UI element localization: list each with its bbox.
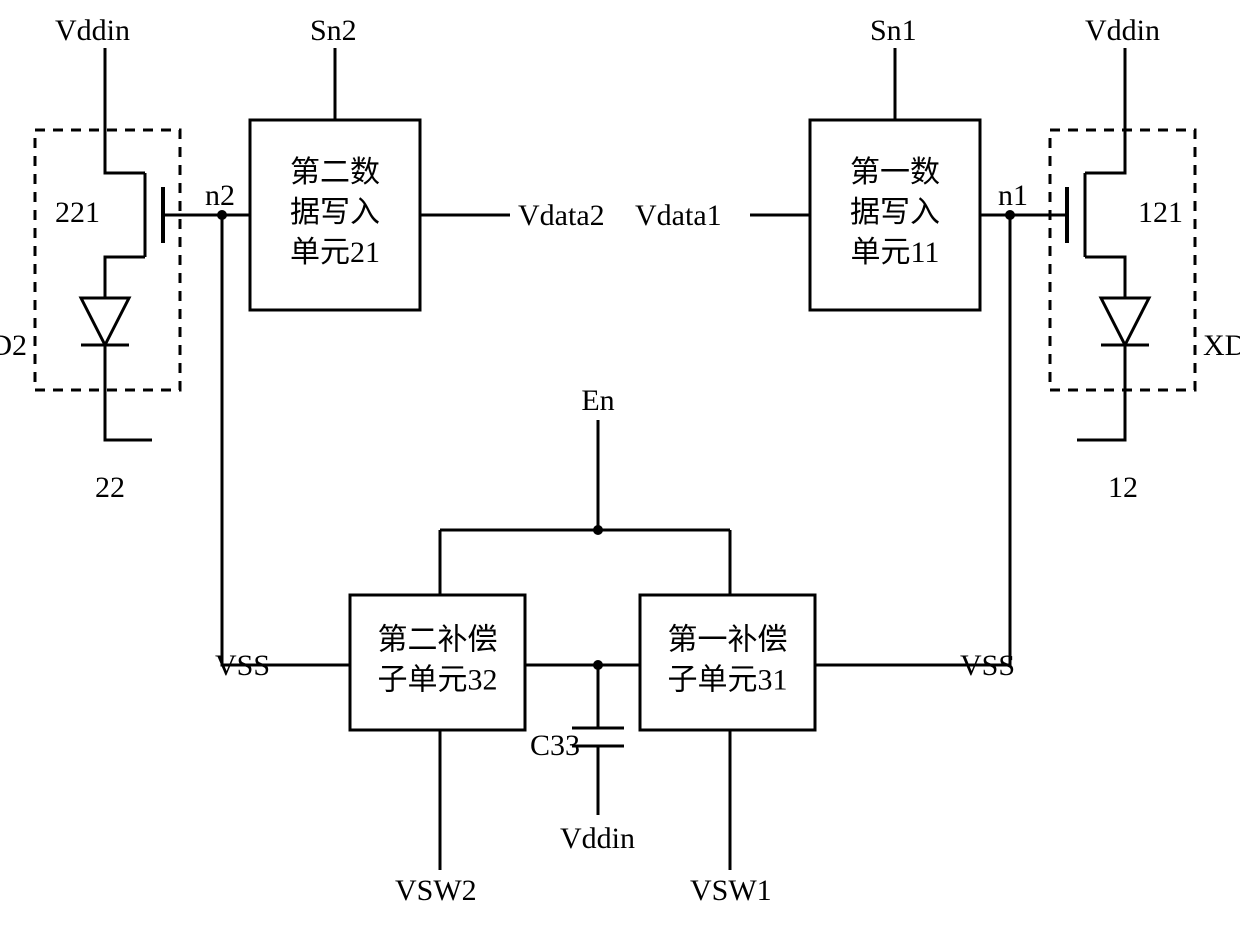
junction-dot xyxy=(593,525,603,535)
label-l22: 22 xyxy=(95,471,125,504)
label-XD1: XD1 xyxy=(1203,329,1240,362)
label-m221: 221 xyxy=(55,196,100,229)
label-Vddin_L: Vddin xyxy=(55,14,130,47)
label-Vddin_R: Vddin xyxy=(1085,14,1160,47)
block-cp1-line0: 第一补偿 xyxy=(668,623,788,656)
block-dw1-line2: 单元11 xyxy=(851,236,940,269)
block-dw2-line0: 第二数 xyxy=(290,156,380,189)
block-dw1-line1: 据写入 xyxy=(850,196,940,229)
label-VSW1: VSW1 xyxy=(690,874,772,907)
label-l12: 12 xyxy=(1108,471,1138,504)
label-Vdata1: Vdata1 xyxy=(635,199,722,232)
block-cp2-line1: 子单元32 xyxy=(378,663,498,696)
label-n2: n2 xyxy=(205,179,235,212)
label-Sn1: Sn1 xyxy=(870,14,917,47)
label-XD2: XD2 xyxy=(0,329,27,362)
block-dw1-line0: 第一数 xyxy=(850,156,940,189)
label-n1: n1 xyxy=(998,179,1028,212)
label-Vdata2: Vdata2 xyxy=(518,199,605,232)
label-m121: 121 xyxy=(1138,196,1183,229)
label-Vddin_B: Vddin xyxy=(560,822,635,855)
label-VSS_L: VSS xyxy=(215,649,270,682)
block-cp1-line1: 子单元31 xyxy=(668,663,788,696)
label-VSW2: VSW2 xyxy=(395,874,477,907)
block-cp2-line0: 第二补偿 xyxy=(378,623,498,656)
label-Sn2: Sn2 xyxy=(310,14,357,47)
label-VSS_R: VSS xyxy=(960,649,1015,682)
block-dw2-line2: 单元21 xyxy=(290,236,380,269)
block-dw2-line1: 据写入 xyxy=(290,196,380,229)
junction-dot xyxy=(593,660,603,670)
label-En: En xyxy=(581,384,614,417)
canvas-bg xyxy=(0,0,1240,929)
label-C33: C33 xyxy=(530,729,580,762)
